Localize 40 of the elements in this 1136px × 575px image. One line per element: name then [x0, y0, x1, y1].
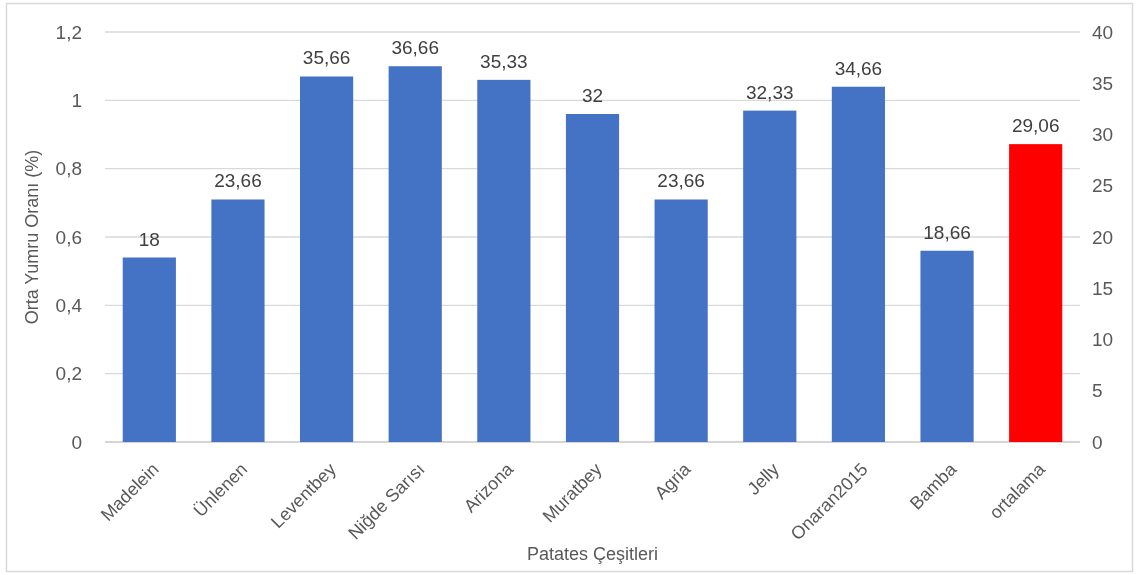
- data-label: 29,06: [1011, 115, 1060, 137]
- y-axis-title: Orta Yumru Oranı (%): [22, 149, 42, 325]
- y2-tick-label: 40: [1092, 21, 1114, 43]
- bar: [211, 199, 265, 442]
- y2-tick-label: 15: [1092, 277, 1114, 299]
- bar: [565, 114, 620, 442]
- y2-tick-label: 35: [1092, 72, 1114, 94]
- y-tick-label: 1,2: [55, 21, 82, 43]
- bar: [654, 199, 708, 442]
- data-label: 23,66: [214, 170, 262, 192]
- y-tick-label: 1: [71, 89, 82, 111]
- y-tick-label: 0,8: [55, 158, 82, 180]
- x-axis-title: Patates Çeşitleri: [526, 544, 659, 564]
- y2-tick-label: 30: [1092, 124, 1114, 146]
- data-label: 23,66: [657, 170, 705, 192]
- data-label: 18,66: [923, 221, 971, 243]
- y2-tick-label: 10: [1092, 329, 1114, 351]
- y2-tick-label: 20: [1092, 226, 1114, 248]
- y2-tick-label: 0: [1092, 431, 1103, 453]
- y-tick-label: 0,2: [55, 363, 82, 385]
- bar: [831, 86, 885, 442]
- data-label: 35,66: [302, 47, 351, 69]
- bar: [300, 76, 354, 442]
- y2-tick-label: 25: [1092, 175, 1114, 197]
- bar: [743, 110, 797, 442]
- y-tick-label: 0,4: [55, 294, 83, 316]
- data-label: 32: [581, 85, 604, 106]
- y2-tick-label: 5: [1092, 380, 1103, 402]
- data-label: 34,66: [834, 57, 883, 79]
- data-label: 32,33: [746, 81, 794, 103]
- data-label: 35,33: [480, 50, 528, 72]
- bar: [388, 66, 442, 442]
- data-label: 18: [138, 228, 160, 250]
- bar: [920, 250, 974, 442]
- bar: [122, 257, 176, 442]
- bar: [477, 79, 531, 442]
- data-label: 36,66: [391, 37, 439, 59]
- y-tick-label: 0: [71, 431, 82, 453]
- bar: [1009, 144, 1063, 442]
- y-tick-label: 0,6: [55, 226, 82, 248]
